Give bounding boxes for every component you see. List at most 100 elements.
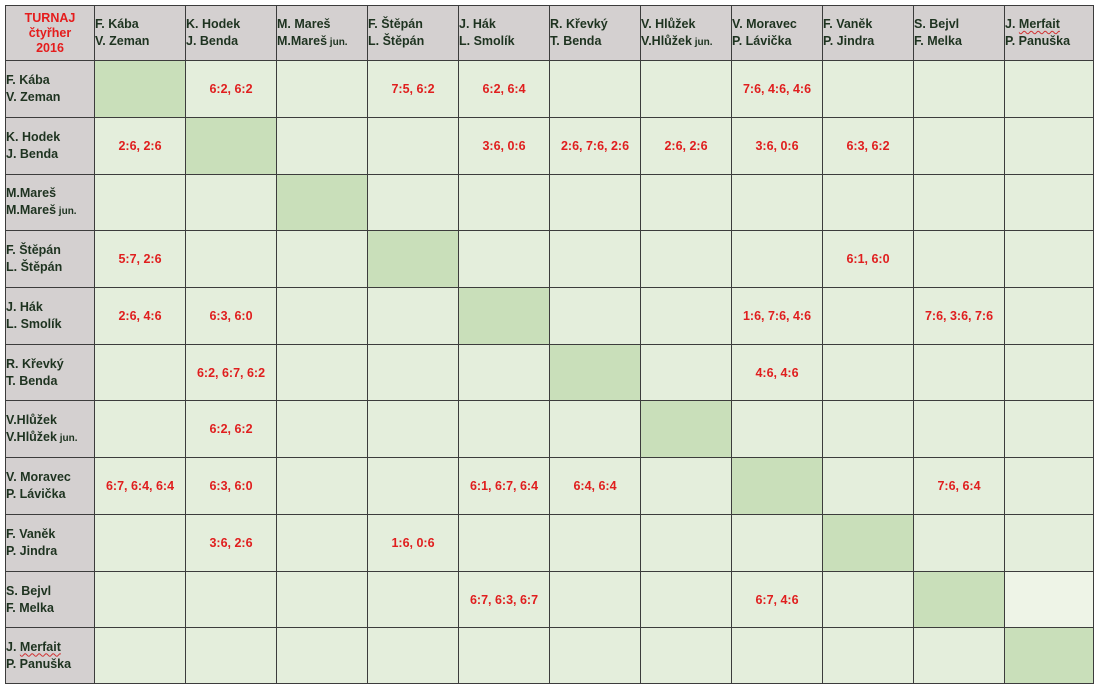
score-cell [640, 344, 732, 401]
score-cell [913, 174, 1005, 231]
score-cell [458, 344, 550, 401]
score-cell [94, 174, 186, 231]
diagonal-cell [1004, 627, 1094, 684]
score-cell [367, 344, 459, 401]
name-line: P. Jindra [823, 34, 875, 48]
score-cell: 6:4, 6:4 [549, 457, 641, 515]
score-cell: 3:6, 2:6 [185, 514, 277, 572]
column-header: M. Mareš M.Mareš jun. [276, 5, 368, 61]
score-cell: 7:6, 6:4 [913, 457, 1005, 515]
score-cell [640, 230, 732, 288]
score-cell [276, 230, 368, 288]
name-line: T. Benda [550, 34, 602, 48]
row-header: M.Mareš M.Mareš jun. [5, 174, 95, 231]
name-line: F. Vaněk [823, 17, 873, 31]
score-cell: 1:6, 7:6, 4:6 [731, 287, 823, 345]
table-row: V. Moravec P. Lávička 6:7, 6:4, 6:4 6:3, 6:… [5, 457, 1094, 515]
name-line: F. Kába [6, 73, 50, 87]
name-line: V.Hlůžek jun. [641, 33, 713, 48]
score-cell [822, 627, 914, 684]
name-line: L. Štěpán [368, 34, 425, 48]
score-cell [1004, 514, 1094, 572]
score-cell [822, 344, 914, 401]
score-cell: 6:2, 6:2 [185, 400, 277, 458]
score-cell: 6:1, 6:7, 6:4 [458, 457, 550, 515]
score-cell [822, 60, 914, 118]
title-line: čtyřher [28, 25, 72, 40]
score-cell [640, 287, 732, 345]
table-row: S. Bejvl F. Melka 6:7, 6:3, 6:7 6:7, 4:6 [5, 571, 1094, 628]
score-cell [458, 174, 550, 231]
score-cell [276, 627, 368, 684]
score-cell: 7:6, 4:6, 4:6 [731, 60, 823, 118]
score-cell: 7:6, 3:6, 7:6 [913, 287, 1005, 345]
score-cell [94, 344, 186, 401]
header-row: TURNAJ čtyřher 2016 F. Kába V. Zeman K. Hodek… [5, 5, 1094, 61]
score-cell [549, 627, 641, 684]
name-line: V. Moravec [6, 470, 71, 484]
score-cell: 2:6, 2:6 [640, 117, 732, 175]
score-cell [731, 627, 823, 684]
score-cell [276, 457, 368, 515]
name-line: J. Benda [186, 34, 239, 48]
name-line: P. Lávička [6, 487, 66, 501]
row-header: V.Hlůžek V.Hlůžek jun. [5, 400, 95, 458]
score-cell [185, 627, 277, 684]
score-cell [640, 174, 732, 231]
score-cell [276, 287, 368, 345]
table-row: J. Hák L. Smolík 2:6, 4:6 6:3, 6:0 1:6, 7:6,… [5, 287, 1094, 345]
title-line: 2016 [36, 40, 64, 55]
score-cell: 6:2, 6:7, 6:2 [185, 344, 277, 401]
table-row: F. Kába V. Zeman 6:2, 6:2 7:5, 6:2 6:2, 6:4 7… [5, 60, 1094, 118]
name-line: S. Bejvl [914, 17, 960, 31]
score-cell [1004, 287, 1094, 345]
column-header: S. Bejvl F. Melka [913, 5, 1005, 61]
score-cell [913, 514, 1005, 572]
score-cell [94, 627, 186, 684]
tournament-table: TURNAJ čtyřher 2016 F. Kába V. Zeman K. Hodek… [5, 5, 1094, 684]
table-row: F. Štěpán L. Štěpán 5:7, 2:6 6:1, 6:0 [5, 230, 1094, 288]
score-cell [731, 174, 823, 231]
name-line: V.Hlůžek jun. [6, 429, 78, 444]
name-line: F. Štěpán [6, 243, 61, 257]
row-header: K. Hodek J. Benda [5, 117, 95, 175]
score-cell: 6:7, 6:3, 6:7 [458, 571, 550, 628]
diagonal-cell [640, 400, 732, 458]
name-line: R. Křevký [550, 17, 608, 31]
score-cell [276, 344, 368, 401]
score-cell [640, 627, 732, 684]
score-cell [822, 457, 914, 515]
name-line: V. Hlůžek [641, 16, 696, 31]
score-cell [276, 400, 368, 458]
score-cell [94, 400, 186, 458]
diagonal-cell [94, 60, 186, 118]
name-line: J. Merfait [1005, 17, 1060, 31]
tournament-title: TURNAJ čtyřher 2016 [5, 5, 95, 61]
score-cell [185, 230, 277, 288]
score-cell [549, 571, 641, 628]
score-cell [640, 457, 732, 515]
name-line: F. Melka [914, 34, 962, 48]
diagonal-cell [549, 344, 641, 401]
column-header: F. Vaněk P. Jindra [822, 5, 914, 61]
score-cell [731, 230, 823, 288]
diagonal-cell [185, 117, 277, 175]
score-cell [549, 60, 641, 118]
column-header: K. Hodek J. Benda [185, 5, 277, 61]
name-line: J. Hák [6, 300, 43, 314]
diagonal-cell [458, 287, 550, 345]
diagonal-cell [731, 457, 823, 515]
score-cell: 6:3, 6:2 [822, 117, 914, 175]
score-cell [276, 514, 368, 572]
score-cell: 6:3, 6:0 [185, 287, 277, 345]
name-line: J. Hák [459, 17, 496, 31]
score-cell: 6:7, 6:4, 6:4 [94, 457, 186, 515]
score-cell [1004, 174, 1094, 231]
score-cell [367, 627, 459, 684]
score-cell [913, 60, 1005, 118]
row-header: F. Kába V. Zeman [5, 60, 95, 118]
diagonal-cell [276, 174, 368, 231]
name-line: V. Zeman [95, 34, 150, 48]
column-header: J. Merfait P. Panuška [1004, 5, 1094, 61]
name-line: V. Moravec [732, 17, 797, 31]
